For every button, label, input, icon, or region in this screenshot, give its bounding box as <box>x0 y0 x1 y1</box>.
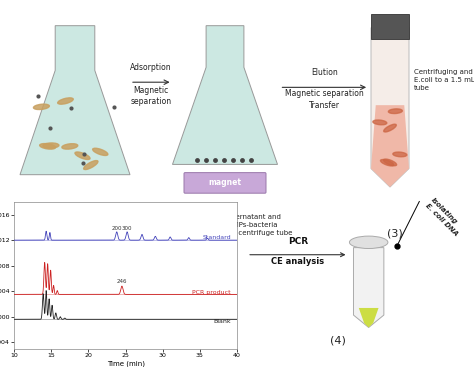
Text: (1): (1) <box>67 236 83 246</box>
Ellipse shape <box>393 152 407 157</box>
Text: PCR: PCR <box>288 237 308 246</box>
Text: Magnetic
separation: Magnetic separation <box>131 86 172 106</box>
Ellipse shape <box>62 144 78 149</box>
Text: 300: 300 <box>122 226 132 230</box>
Ellipse shape <box>43 143 59 148</box>
Text: (4): (4) <box>330 335 346 345</box>
Polygon shape <box>371 105 409 187</box>
Ellipse shape <box>58 98 73 104</box>
Text: 200: 200 <box>111 226 122 230</box>
Text: Isolating
E. coli DNA: Isolating E. coli DNA <box>424 197 465 237</box>
Ellipse shape <box>388 109 402 113</box>
Polygon shape <box>20 26 130 175</box>
Ellipse shape <box>381 160 394 166</box>
Ellipse shape <box>40 143 55 149</box>
Text: Blank: Blank <box>213 319 231 324</box>
Ellipse shape <box>92 148 108 156</box>
Ellipse shape <box>383 124 396 132</box>
Ellipse shape <box>373 120 387 125</box>
Ellipse shape <box>349 236 388 248</box>
Text: CE analysis: CE analysis <box>271 257 324 266</box>
Polygon shape <box>20 117 130 175</box>
Polygon shape <box>173 111 277 164</box>
X-axis label: Time (min): Time (min) <box>107 361 145 367</box>
Polygon shape <box>354 248 384 327</box>
Text: 246: 246 <box>117 279 127 284</box>
Ellipse shape <box>34 104 49 109</box>
FancyBboxPatch shape <box>371 14 409 39</box>
Text: (3): (3) <box>387 228 403 238</box>
Polygon shape <box>371 28 409 187</box>
Ellipse shape <box>84 160 98 170</box>
Text: Standard: Standard <box>202 235 231 240</box>
Polygon shape <box>359 308 379 327</box>
Text: Elution: Elution <box>311 68 337 77</box>
Text: Magnetic separation
Transfer: Magnetic separation Transfer <box>285 90 364 109</box>
Polygon shape <box>173 26 277 164</box>
Text: Adsorption: Adsorption <box>130 63 172 72</box>
FancyBboxPatch shape <box>184 172 266 193</box>
Text: magnet: magnet <box>209 178 241 188</box>
Text: PCR product: PCR product <box>192 290 231 295</box>
Text: 500 mL sample solution mixed
with 50 mg MIm-MPs: 500 mL sample solution mixed with 50 mg … <box>21 214 128 228</box>
Text: Centrifuging and transferring
E.coli to a 1.5 mL centrifuge
tube: Centrifuging and transferring E.coli to … <box>414 69 474 91</box>
Ellipse shape <box>383 159 397 166</box>
Ellipse shape <box>75 152 90 160</box>
Text: Discarding the supernatant and
transferring MIm-MPs-bacteria
conjugates to a 15 : Discarding the supernatant and transferr… <box>158 214 292 236</box>
Text: (2): (2) <box>217 244 233 255</box>
